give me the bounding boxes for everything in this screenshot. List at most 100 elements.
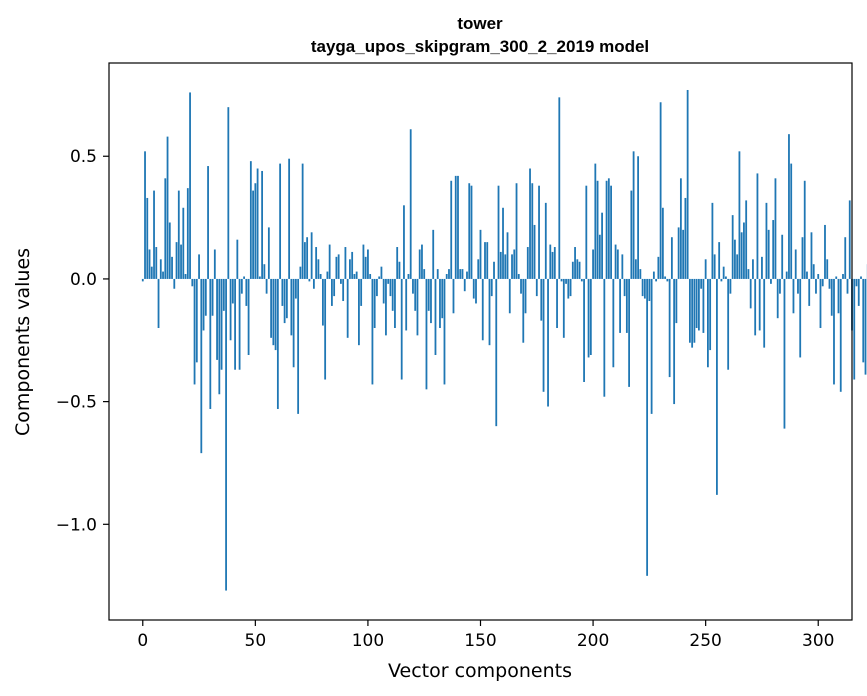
bar (797, 278, 799, 294)
bar (677, 227, 680, 279)
bar (513, 249, 516, 279)
bar (504, 254, 507, 279)
bar (436, 269, 439, 279)
bar (754, 278, 757, 336)
bar (596, 180, 599, 279)
bar (204, 278, 207, 316)
bar (481, 278, 484, 341)
bar (362, 244, 365, 279)
bar (688, 278, 691, 343)
bar (146, 197, 149, 279)
bar (585, 185, 588, 279)
bar (497, 185, 500, 279)
bar (367, 249, 369, 279)
bar (815, 278, 817, 294)
bar (776, 278, 779, 319)
bar (162, 271, 164, 279)
bar (342, 278, 345, 302)
bar (321, 278, 324, 326)
bar (141, 278, 144, 282)
bar (310, 232, 313, 279)
bar (247, 278, 250, 355)
bar (270, 278, 273, 338)
bar (499, 251, 502, 279)
bar (716, 278, 718, 495)
bar (461, 269, 464, 279)
bar (186, 188, 189, 279)
x-tick-label: 250 (689, 631, 721, 651)
bar (265, 278, 268, 294)
bar (738, 151, 741, 279)
bar (734, 239, 736, 279)
x-tick-label: 150 (464, 631, 496, 651)
bar (502, 207, 504, 279)
bar (220, 278, 223, 370)
bar (695, 278, 698, 329)
bar (846, 278, 849, 294)
bar (567, 278, 570, 299)
bar (457, 175, 459, 279)
bar (508, 278, 511, 314)
bar (443, 278, 446, 385)
bar (432, 229, 435, 279)
bar (727, 278, 730, 370)
bar (416, 278, 419, 336)
bar (725, 276, 727, 279)
bar (560, 278, 563, 282)
bar (709, 278, 712, 351)
bar (459, 269, 462, 279)
bar (637, 156, 640, 279)
bar (150, 266, 153, 279)
bar (434, 278, 437, 355)
bar (625, 278, 628, 333)
bar (308, 278, 311, 282)
bar-series (141, 89, 867, 591)
chart-title-line-1: tower (457, 14, 503, 33)
bar (821, 278, 824, 287)
bar (337, 254, 340, 279)
bar (553, 247, 556, 279)
bar (634, 259, 637, 279)
bar (833, 278, 835, 385)
bar (842, 274, 844, 279)
bar (826, 259, 829, 279)
bar (761, 256, 763, 279)
bar (238, 278, 241, 370)
bar (612, 278, 615, 368)
bar (400, 278, 403, 380)
bar (718, 242, 721, 279)
bar (772, 220, 775, 279)
bar (245, 278, 248, 306)
bar (495, 278, 498, 427)
bar (533, 224, 536, 279)
x-tick-label: 200 (577, 631, 609, 651)
y-axis-ticks: −1.0 −0.5 0.0 0.5 (56, 147, 109, 535)
x-tick-label: 0 (137, 631, 148, 651)
bar (601, 212, 603, 279)
x-tick-label: 50 (245, 631, 267, 651)
bar (470, 185, 473, 279)
bar (788, 134, 790, 279)
bar (324, 278, 327, 380)
bar (652, 271, 655, 279)
bar (853, 278, 856, 380)
bar (857, 278, 860, 306)
bar (468, 183, 471, 279)
bar (418, 249, 421, 279)
bar (803, 180, 806, 279)
bar (524, 278, 527, 314)
bar (506, 232, 509, 279)
bar (592, 249, 594, 279)
bar (326, 271, 329, 279)
bar (817, 274, 820, 279)
bar (193, 278, 196, 385)
bar (583, 278, 585, 382)
bar (360, 278, 363, 306)
bar (623, 278, 626, 297)
bar (819, 278, 822, 329)
bar (319, 274, 322, 279)
bar (659, 102, 662, 279)
bar (679, 178, 682, 279)
plot-frame (108, 62, 853, 621)
